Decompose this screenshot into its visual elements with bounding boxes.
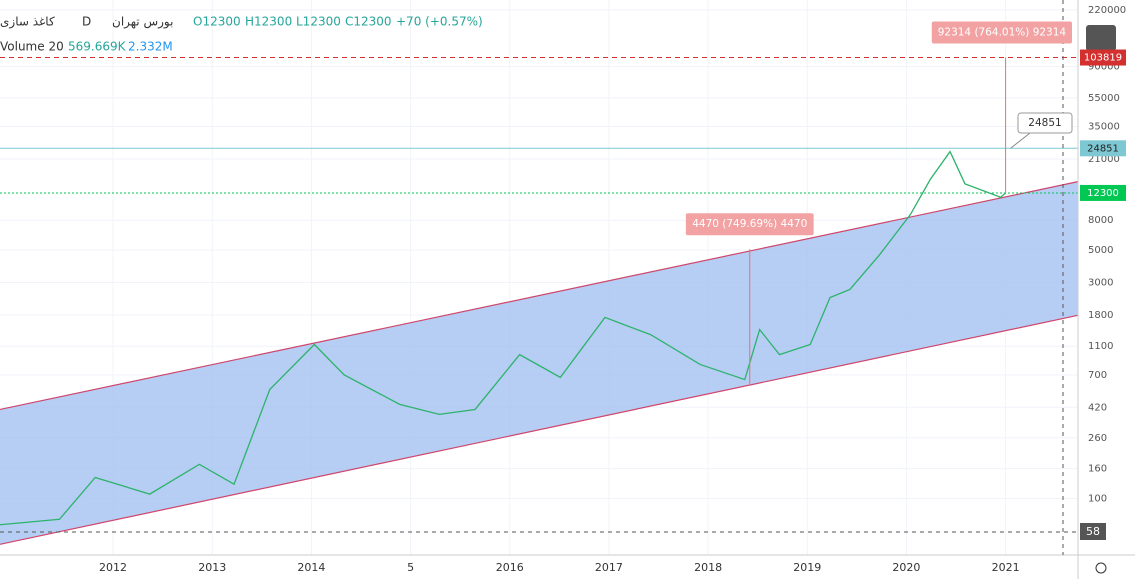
y-tick-label: 5000 (1088, 245, 1113, 256)
high: H12300 (245, 15, 292, 29)
y-tick-label: 90000 (1088, 62, 1120, 73)
symbol-name: کاغذ سازی (0, 15, 55, 30)
y-tick-label: 700 (1088, 370, 1107, 381)
y-tick-label: 1800 (1088, 310, 1113, 321)
price-tag (1080, 49, 1126, 66)
y-tick-label: 3000 (1088, 278, 1113, 289)
x-tick-label: 2018 (694, 561, 722, 574)
x-tick-label: 2012 (99, 561, 127, 574)
close: C12300 (345, 15, 392, 29)
y-tick-label: 160 (1088, 464, 1107, 475)
y-tick-label: 260 (1088, 433, 1107, 444)
callout-box (1017, 112, 1073, 134)
symbol-exchange: بورس تهران (112, 15, 173, 30)
open: O12300 (193, 15, 241, 29)
y-tick-label: 1100 (1088, 341, 1113, 352)
y-tick-label: 100 (1088, 493, 1107, 504)
volume-value: 569.669K (68, 40, 127, 54)
y-tick-label: 8000 (1088, 215, 1113, 226)
volume-name: Volume 20 (0, 40, 64, 54)
x-tick-label: 2013 (198, 561, 226, 574)
y-tick-label: 220000 (1088, 5, 1126, 16)
y-tick-label: 21000 (1088, 154, 1120, 165)
price-tag-label: 12300 (1087, 188, 1119, 199)
price-tag-label: 103819 (1084, 53, 1122, 64)
settings-button[interactable] (1086, 25, 1116, 51)
channel-line (0, 181, 1079, 411)
x-tick-label: 2014 (297, 561, 325, 574)
volume-last: 58 (1086, 525, 1100, 538)
x-tick-label: 2021 (992, 561, 1020, 574)
low: L12300 (296, 15, 341, 29)
price-line (0, 150, 1007, 526)
plot-area (0, 0, 1079, 555)
settings-gear[interactable] (1095, 562, 1107, 574)
symbol-interval: D (82, 15, 91, 29)
price-tag-label: 24851 (1087, 143, 1119, 154)
price-tag (1080, 184, 1126, 201)
price-tag (1080, 140, 1126, 157)
measure-label: 4470 (749.69%) 4470 (692, 218, 807, 230)
measure-box (931, 21, 1072, 44)
volume-tag (1080, 523, 1106, 540)
y-tick-label: 35000 (1088, 122, 1120, 133)
measure-box (685, 213, 814, 236)
x-tick-label: 2017 (595, 561, 623, 574)
volume-average: 2.332M (128, 40, 173, 54)
callout-line (1010, 132, 1031, 149)
x-tick-label: 2020 (892, 561, 920, 574)
callout-label: 24851 (1028, 117, 1061, 129)
change: +70 (+0.57%) (396, 15, 483, 29)
y-tick-label: 420 (1088, 402, 1107, 413)
x-tick-label: 2016 (496, 561, 524, 574)
x-tick-label: 2019 (793, 561, 821, 574)
x-tick-label: 5 (407, 561, 414, 574)
channel-fill (0, 181, 1078, 545)
y-tick-label: 55000 (1088, 93, 1120, 104)
measure-label: 92314 (764.01%) 92314 (938, 27, 1067, 39)
channel-line (0, 314, 1079, 545)
